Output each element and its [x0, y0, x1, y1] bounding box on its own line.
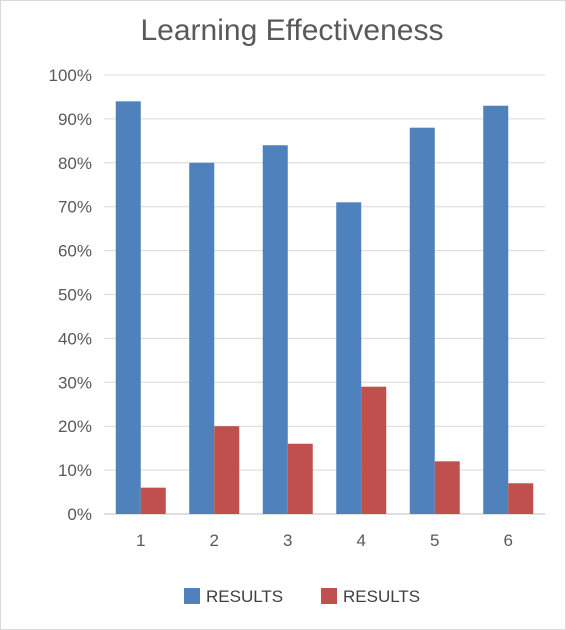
- chart-title: Learning Effectiveness: [141, 14, 444, 47]
- y-tick-label: 10%: [58, 461, 92, 480]
- x-tick-label: 6: [504, 531, 513, 550]
- bar-series-2-cat-3: [287, 443, 313, 514]
- y-tick-label: 90%: [58, 110, 92, 129]
- bar-series-2-cat-2: [214, 426, 240, 514]
- y-tick-label: 100%: [49, 66, 92, 85]
- bar-series-1-cat-1: [115, 101, 141, 514]
- bar-series-2-cat-1: [140, 487, 166, 514]
- x-tick-label: 4: [357, 531, 366, 550]
- y-tick-label: 80%: [58, 154, 92, 173]
- bar-series-1-cat-2: [189, 162, 215, 515]
- y-axis: 0% 10% 20% 30% 40% 50% 60% 70% 80% 90% 100%: [49, 66, 92, 524]
- bar-series-1-cat-4: [336, 202, 362, 514]
- x-tick-label: 3: [283, 531, 292, 550]
- bar-series-1-cat-5: [409, 127, 435, 515]
- bar-series-2-cat-4: [361, 386, 387, 514]
- y-tick-label: 0%: [67, 505, 92, 524]
- x-tick-label: 5: [430, 531, 439, 550]
- bar-series-2-cat-6: [508, 483, 534, 514]
- legend-label-2: RESULTS: [343, 587, 420, 606]
- y-tick-label: 60%: [58, 242, 92, 261]
- bars: [115, 101, 534, 515]
- x-tick-label: 1: [136, 531, 145, 550]
- y-tick-label: 50%: [58, 286, 92, 305]
- legend-swatch-1: [184, 588, 200, 604]
- legend-swatch-2: [321, 588, 337, 604]
- y-tick-label: 70%: [58, 198, 92, 217]
- y-tick-label: 30%: [58, 373, 92, 392]
- y-tick-label: 20%: [58, 417, 92, 436]
- gridlines: [104, 74, 545, 515]
- x-axis: 1 2 3 4 5 6: [136, 531, 513, 550]
- y-tick-label: 40%: [58, 329, 92, 348]
- x-tick-label: 2: [210, 531, 219, 550]
- bar-series-1-cat-6: [483, 105, 509, 514]
- legend: RESULTS RESULTS: [184, 587, 420, 606]
- bar-series-2-cat-5: [434, 461, 460, 514]
- bar-series-1-cat-3: [262, 145, 288, 515]
- legend-label-1: RESULTS: [206, 587, 283, 606]
